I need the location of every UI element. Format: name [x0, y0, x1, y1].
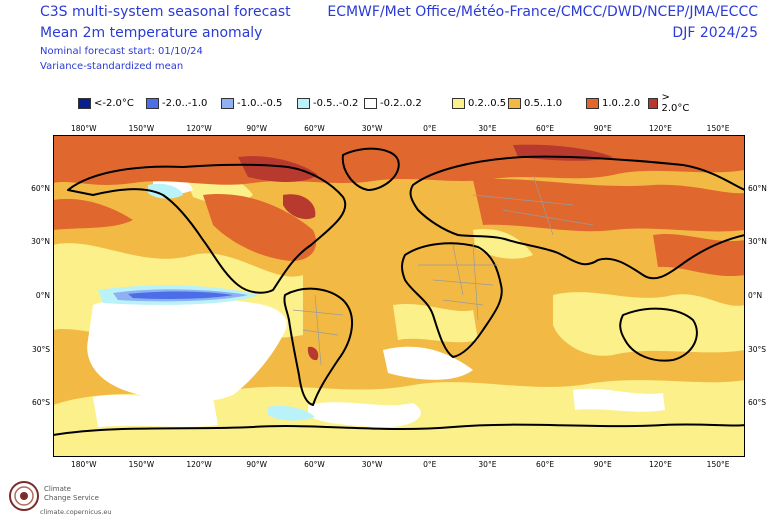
lon-tick-label: 150°W [128, 124, 155, 133]
lon-tick-label: 120°E [649, 124, 672, 133]
legend-swatch [586, 97, 599, 109]
lat-tick-label: 60°N [31, 183, 50, 193]
copernicus-logo-icon [9, 481, 39, 511]
legend-swatch [452, 97, 465, 109]
legend-item: -1.0..-0.5 [221, 96, 282, 110]
country-borders [292, 174, 594, 366]
title-line-2: Mean 2m temperature anomaly [40, 25, 263, 41]
method-label: Variance-standardized mean [40, 61, 184, 72]
model-sources: ECMWF/Met Office/Météo-France/CMCC/DWD/N… [327, 4, 758, 20]
logo-name-line-2: Change Service [44, 494, 99, 502]
lat-tick-label: 0°N [748, 291, 763, 300]
eurasia-coast [409, 155, 745, 280]
forecast-start-label: Nominal forecast start: 01/10/24 [40, 46, 203, 57]
lon-tick-label: 0°E [423, 460, 437, 469]
legend-label: 1.0..2.0 [602, 97, 641, 109]
north-america-coast [67, 163, 347, 294]
lon-tick-label: 60°W [304, 124, 325, 133]
lon-tick-label: 120°E [649, 460, 672, 469]
logo-name-line-1: Climate [44, 485, 71, 493]
lon-tick-label: 120°W [186, 460, 212, 469]
lon-tick-label: 60°E [536, 124, 555, 133]
legend-swatch [648, 97, 659, 109]
legend-label: 0.5..1.0 [524, 97, 563, 109]
australia-coast [619, 307, 698, 362]
lat-tick-label: 30°N [748, 237, 767, 247]
lon-tick-label: 150°E [706, 460, 730, 469]
legend-item: 0.2..0.5 [452, 96, 506, 110]
legend-item: 1.0..2.0 [586, 96, 640, 110]
anomaly-minus-0.2-north [148, 183, 183, 199]
legend-item: -0.2..0.2 [364, 96, 422, 110]
legend-label: -2.0..-1.0 [162, 97, 208, 109]
lon-tick-label: 180°W [71, 124, 97, 133]
anomaly-minus-0.2-south [268, 405, 315, 421]
legend-item: > 2.0°C [648, 92, 692, 114]
legend-item: 0.5..1.0 [508, 96, 562, 110]
season-label: DJF 2024/25 [672, 25, 758, 41]
lon-tick-label: 0°E [423, 124, 437, 133]
lon-tick-label: 150°E [706, 124, 730, 133]
legend-item: -2.0..-1.0 [146, 96, 207, 110]
lon-tick-label: 90°W [246, 460, 268, 469]
legend-swatch [146, 97, 159, 109]
lon-tick-label: 90°E [593, 124, 612, 133]
lat-tick-label: 60°S [31, 398, 50, 408]
lon-tick-label: 30°E [478, 124, 497, 133]
legend-item: -0.5..-0.2 [297, 96, 358, 110]
lat-tick-label: 60°S [748, 398, 767, 408]
lon-tick-label: 30°W [361, 460, 383, 469]
legend-swatch [297, 97, 310, 109]
greenland-coast [341, 147, 400, 191]
coastlines [53, 147, 745, 436]
lat-tick-label: 30°N [31, 237, 50, 247]
legend-label: -1.0..-0.5 [237, 97, 283, 109]
lat-tick-label: 30°S [31, 344, 50, 354]
title-line-1: C3S multi-system seasonal forecast [40, 4, 291, 20]
lon-tick-label: 180°W [71, 460, 97, 469]
legend-label: 0.2..0.5 [468, 97, 507, 109]
legend-swatch [364, 97, 377, 109]
legend-label: <-2.0°C [94, 97, 134, 109]
lon-tick-label: 150°W [128, 460, 155, 469]
lat-tick-label: 0°N [35, 291, 50, 300]
lon-tick-label: 120°W [186, 124, 212, 133]
anomaly-minus-1.0 [128, 291, 233, 299]
lon-tick-label: 30°W [361, 124, 383, 133]
lat-tick-label: 60°N [748, 183, 767, 193]
lon-tick-label: 90°W [246, 124, 268, 133]
legend-label: -0.5..-0.2 [313, 97, 359, 109]
anomaly-near-normal [87, 173, 665, 428]
africa-coast [401, 242, 503, 358]
legend-swatch [221, 97, 234, 109]
lon-tick-label: 60°E [536, 460, 555, 469]
lat-tick-label: 30°S [748, 344, 767, 354]
legend-item: <-2.0°C [78, 96, 134, 110]
antarctica-coast [53, 423, 745, 436]
lon-tick-label: 30°E [478, 460, 497, 469]
legend-swatch [78, 97, 91, 109]
legend-swatch [508, 97, 521, 109]
logo-url: climate.copernicus.eu [40, 508, 112, 516]
temperature-anomaly-map [53, 135, 745, 457]
lon-tick-label: 60°W [304, 460, 325, 469]
legend-label: -0.2..0.2 [380, 97, 422, 109]
lon-tick-label: 90°E [593, 460, 612, 469]
logo-text: Climate Change Service [44, 485, 99, 503]
south-america-coast [283, 287, 354, 406]
legend-label: > 2.0°C [661, 92, 690, 114]
